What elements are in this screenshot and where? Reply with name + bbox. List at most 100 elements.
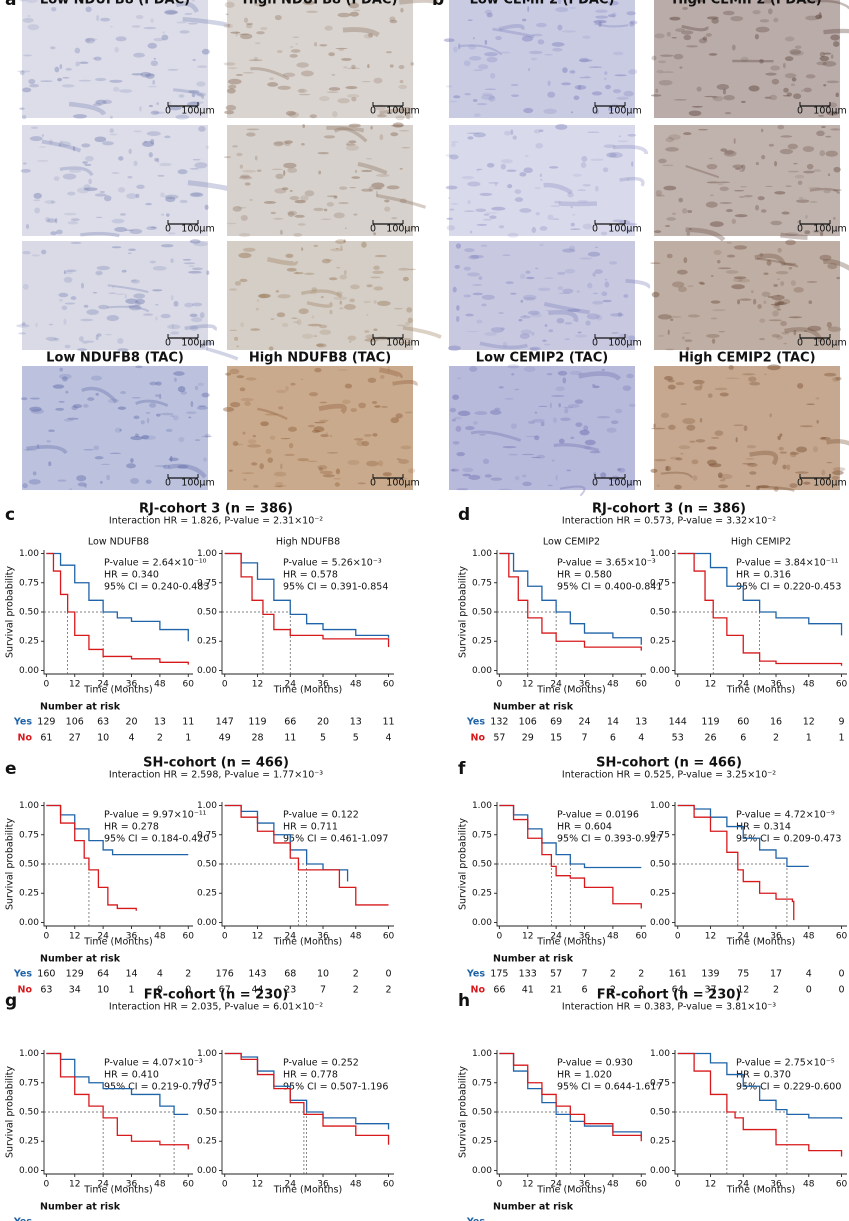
tissue-lumen [612,144,649,155]
axis-line [674,802,847,927]
tissue-texture [711,437,720,439]
x-tick-label: 36 [126,680,138,690]
tissue-texture [796,199,810,203]
tissue-texture [277,294,291,299]
y-tick-label: 0.25 [650,637,670,647]
tissue-texture [334,482,340,487]
x-tick-label: 48 [350,1180,362,1190]
tissue-texture [598,20,602,28]
x-tick-label: 48 [607,1180,619,1190]
tissue-texture [398,84,408,90]
tissue-texture [127,304,140,308]
tissue-texture [153,37,165,42]
survival-curve [224,804,349,882]
tissue-texture [311,315,315,319]
tissue-texture [109,115,113,119]
tissue-texture [256,299,259,303]
tissue-texture [472,284,483,286]
tissue-texture [399,198,407,204]
tissue-texture [295,43,298,45]
tissue-texture [740,56,749,62]
tissue-texture [22,483,28,489]
tissue-texture [558,438,565,444]
tissue-texture [155,316,158,321]
tissue-texture [803,330,808,332]
scale-bar-label: 100μm [608,478,641,489]
tissue-texture [782,95,790,97]
tissue-texture [722,10,735,16]
axis-line [221,1050,394,1175]
tissue-texture [782,464,787,470]
tissue-texture [150,110,160,115]
image-background [22,366,208,490]
tissue-texture [35,322,38,328]
tissue-texture [551,42,565,47]
tissue-texture [558,292,571,294]
risk-count: 4 [806,969,812,980]
tissue-lumen [175,1,199,13]
tissue-texture [478,434,486,436]
statistic: 95% CI = 0.220-0.453 [736,582,841,593]
tissue-texture [651,427,666,430]
risk-count: 129 [37,717,55,728]
tissue-texture [351,176,361,179]
tissue-texture [508,453,519,456]
tissue-texture [502,254,511,257]
survival-curve [677,552,843,636]
tissue-texture [371,401,378,404]
risk-count: 1 [185,733,191,744]
tissue-texture [533,129,541,134]
tissue-texture [286,267,297,272]
tissue-texture [333,195,338,199]
tissue-texture [235,74,244,76]
tissue-texture [774,191,786,195]
tissue-texture [488,95,496,102]
tissue-texture [191,0,196,2]
tissue-texture [308,392,319,397]
tissue-texture [697,128,709,131]
tissue-texture [743,425,748,432]
tissue-texture [531,331,535,336]
risk-count: 2 [353,969,359,980]
risk-count: 29 [522,733,534,744]
tissue-texture [72,146,76,152]
tissue-texture [630,20,638,25]
tissue-texture [616,96,629,100]
tissue-texture [21,115,27,120]
risk-count: 44 [251,985,263,996]
tissue-texture [827,263,838,270]
tissue-texture [25,223,30,230]
tissue-texture [187,22,198,25]
tissue-texture [577,331,582,334]
tissue-texture [338,202,349,204]
tissue-texture [135,433,139,437]
tissue-texture [326,91,339,93]
tissue-texture [76,475,87,482]
tissue-texture [725,377,740,380]
x-tick-label: 36 [317,680,329,690]
tissue-texture [381,405,389,408]
tissue-texture [290,382,296,386]
survival-curve [224,1052,390,1145]
tissue-texture [319,470,333,475]
tissue-texture [372,270,384,274]
tissue-texture [340,57,352,61]
tissue-texture [793,162,798,165]
tissue-texture [302,0,315,5]
tissue-texture [546,373,553,376]
tissue-texture [733,276,747,279]
tissue-texture [189,167,200,170]
tissue-texture [770,220,782,226]
tissue-texture [19,0,27,2]
tissue-texture [296,319,302,326]
panel-letter: f [458,759,466,779]
tissue-texture [368,186,374,192]
tissue-texture [19,70,25,76]
tissue-texture [394,307,403,310]
tissue-texture [518,318,523,322]
tissue-lumen [306,301,333,308]
tissue-texture [22,17,34,23]
tissue-texture [288,426,297,432]
tissue-texture [225,104,237,111]
tissue-texture [273,471,287,477]
